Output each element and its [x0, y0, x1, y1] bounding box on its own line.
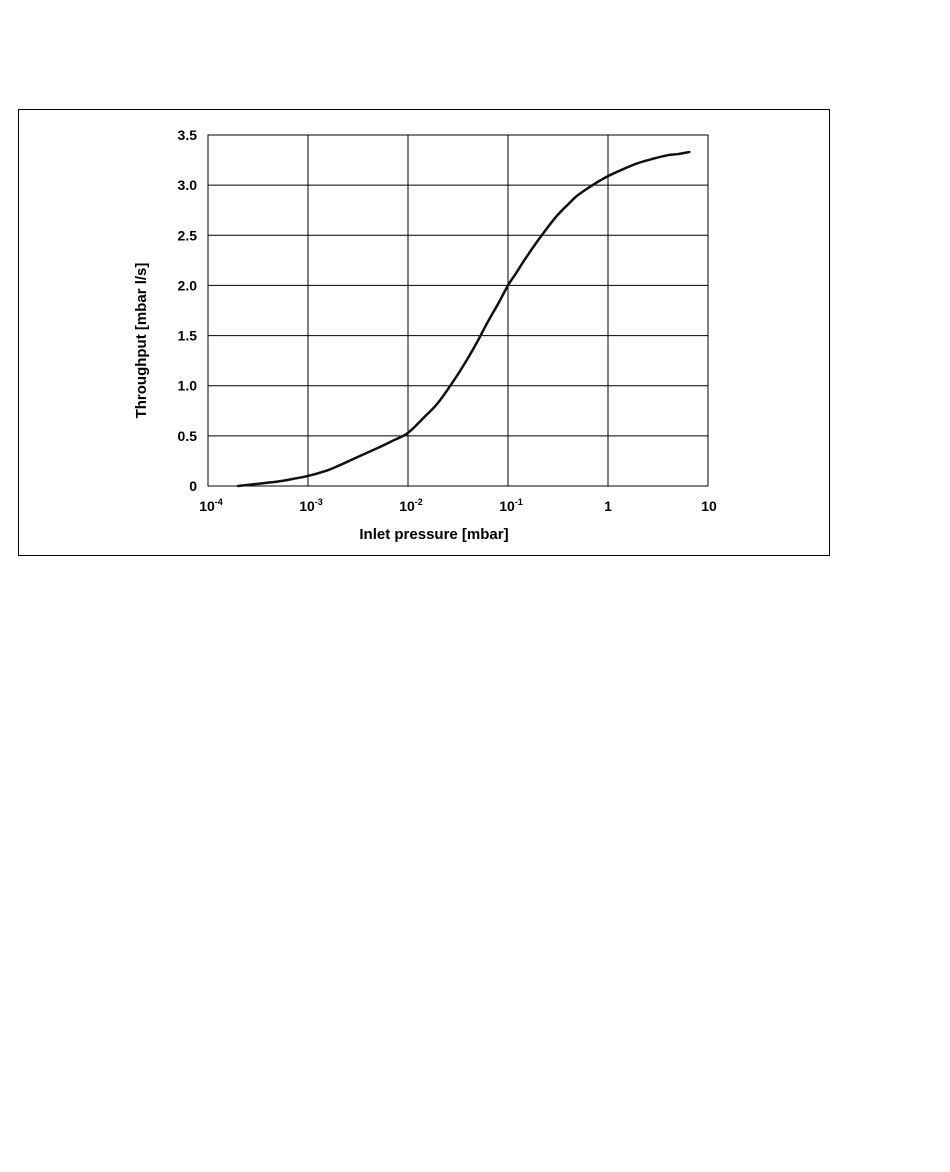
x-tick-label: 10-4 — [199, 497, 223, 514]
plot-area-border — [207, 134, 709, 487]
y-tick-label: 0 — [189, 478, 197, 494]
series-layer — [236, 150, 691, 488]
x-tick-label: 1 — [604, 498, 612, 514]
y-tick-label: 2.0 — [178, 277, 198, 293]
x-tick-labels: 10-4 10-3 10-2 10-1 1 10 — [199, 497, 717, 514]
y-tick-label: 1.0 — [178, 378, 198, 394]
y-tick-labels: 0 0.5 1.0 1.5 2.0 2.5 3.0 3.5 — [178, 127, 198, 494]
x-axis-title: Inlet pressure [mbar] — [359, 526, 508, 543]
x-tick-label: 10-1 — [499, 497, 523, 514]
y-tick-label: 0.5 — [178, 428, 198, 444]
y-tick-label: 1.5 — [178, 328, 198, 344]
y-tick-label: 3.0 — [178, 177, 198, 193]
y-tick-label: 3.5 — [178, 127, 198, 143]
throughput-curve — [236, 150, 691, 488]
chart-frame — [18, 109, 830, 556]
y-tick-label: 2.5 — [178, 227, 198, 243]
x-tick-label: 10-3 — [299, 497, 323, 514]
y-axis-title: Throughput [mbar l/s] — [133, 263, 150, 419]
grid — [207, 134, 709, 487]
x-tick-label: 10 — [701, 498, 717, 514]
x-tick-label: 10-2 — [399, 497, 423, 514]
